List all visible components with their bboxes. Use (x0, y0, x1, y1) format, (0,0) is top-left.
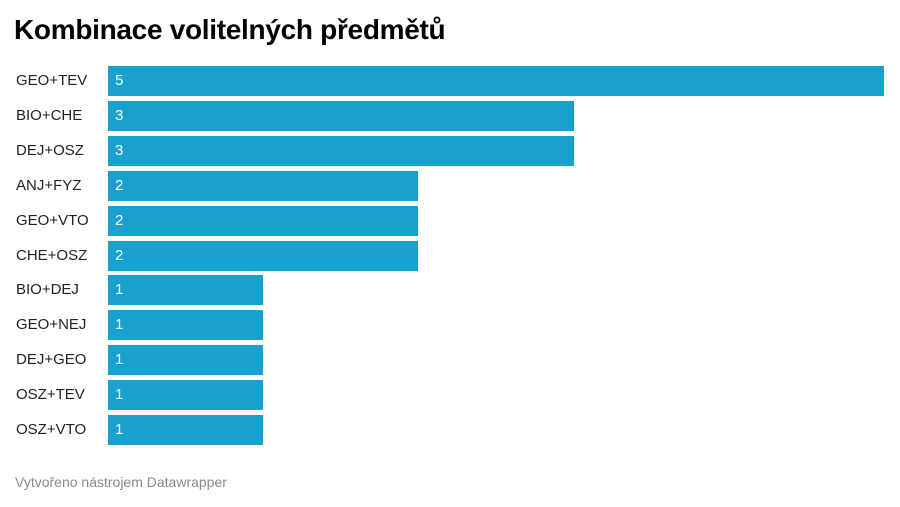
category-label: DEJ+OSZ (16, 142, 84, 159)
value-label: 2 (115, 212, 124, 229)
bar-chart: GEO+TEV 5 BIO+CHE 3 DEJ+OSZ 3 ANJ+FYZ 2 GEO+VTO 2… (0, 66, 900, 446)
bar (108, 380, 263, 410)
value-label: 1 (115, 316, 124, 333)
category-label: OSZ+TEV (16, 386, 85, 403)
value-label: 1 (115, 281, 124, 298)
category-label: BIO+CHE (16, 107, 83, 124)
value-label: 1 (115, 351, 124, 368)
category-label: GEO+NEJ (16, 316, 87, 333)
category-label: CHE+OSZ (16, 247, 88, 264)
value-label: 3 (115, 107, 124, 124)
bar (108, 66, 884, 96)
bar (108, 345, 263, 375)
value-label: 2 (115, 177, 124, 194)
category-label: ANJ+FYZ (16, 177, 82, 194)
bar (108, 415, 263, 445)
bar (108, 241, 418, 271)
bar (108, 310, 263, 340)
bar (108, 101, 574, 131)
attribution-footer: Vytvořeno nástrojem Datawrapper (15, 474, 227, 490)
bar (108, 206, 418, 236)
value-label: 2 (115, 247, 124, 264)
value-label: 5 (115, 72, 124, 89)
bar (108, 171, 418, 201)
category-label: GEO+TEV (16, 72, 88, 89)
category-label: OSZ+VTO (16, 421, 87, 438)
bar (108, 136, 574, 166)
value-label: 1 (115, 386, 124, 403)
chart-title: Kombinace volitelných předmětů (14, 14, 446, 45)
category-label: GEO+VTO (16, 212, 89, 229)
bar (108, 275, 263, 305)
value-label: 1 (115, 421, 124, 438)
category-label: BIO+DEJ (16, 281, 79, 298)
category-label: DEJ+GEO (16, 351, 87, 368)
value-label: 3 (115, 142, 124, 159)
